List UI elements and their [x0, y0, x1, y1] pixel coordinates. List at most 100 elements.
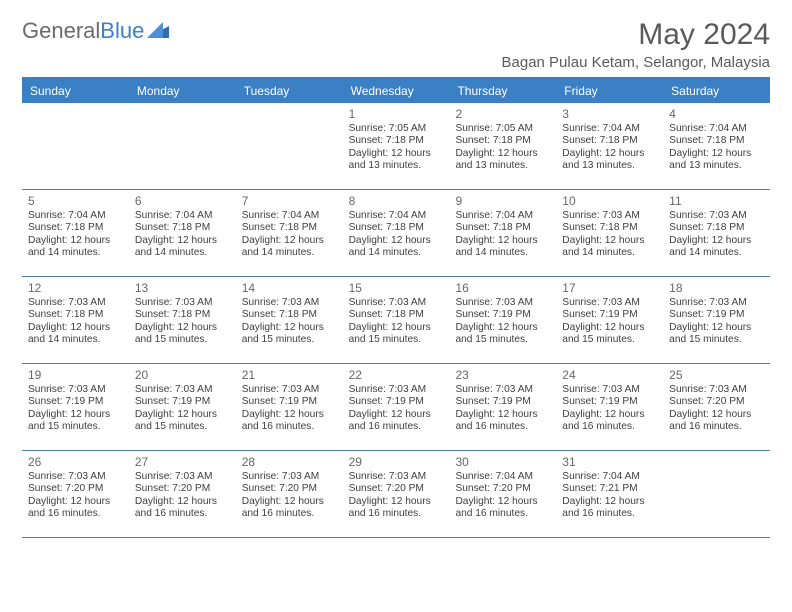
day-detail: Sunrise: 7:03 AMSunset: 7:18 PMDaylight:… — [669, 210, 764, 260]
calendar-cell: 5 Sunrise: 7:04 AMSunset: 7:18 PMDaylight… — [22, 190, 129, 276]
day-number: 28 — [242, 455, 337, 469]
day-detail: Sunrise: 7:03 AMSunset: 7:19 PMDaylight:… — [242, 384, 337, 434]
sunset-text: Sunset: 7:21 PM — [562, 483, 657, 495]
daylight-text: Daylight: 12 hours and 16 minutes. — [669, 409, 764, 434]
sunrise-text: Sunrise: 7:04 AM — [455, 210, 550, 222]
day-number: 29 — [349, 455, 444, 469]
day-label: Friday — [556, 79, 663, 103]
sunrise-text: Sunrise: 7:04 AM — [562, 471, 657, 483]
daylight-text: Daylight: 12 hours and 16 minutes. — [349, 496, 444, 521]
day-detail: Sunrise: 7:03 AMSunset: 7:18 PMDaylight:… — [349, 297, 444, 347]
day-detail: Sunrise: 7:04 AMSunset: 7:18 PMDaylight:… — [28, 210, 123, 260]
sunrise-text: Sunrise: 7:04 AM — [455, 471, 550, 483]
calendar-cell: 25Sunrise: 7:03 AMSunset: 7:20 PMDayligh… — [663, 364, 770, 450]
calendar-cell: 29 Sunrise: 7:03 AMSunset: 7:20 PMDayligh… — [343, 451, 450, 537]
sunset-text: Sunset: 7:19 PM — [28, 396, 123, 408]
day-header-row: Sunday Monday Tuesday Wednesday Thursday… — [22, 79, 770, 103]
calendar-cell: 16Sunrise: 7:03 AMSunset: 7:19 PMDayligh… — [449, 277, 556, 363]
day-number: 12 — [28, 281, 123, 295]
day-detail: Sunrise: 7:03 AMSunset: 7:19 PMDaylight:… — [562, 297, 657, 347]
day-detail: Sunrise: 7:04 AMSunset: 7:18 PMDaylight:… — [135, 210, 230, 260]
day-number: 22 — [349, 368, 444, 382]
day-number: 20 — [135, 368, 230, 382]
calendar-cell: 12Sunrise: 7:03 AMSunset: 7:18 PMDayligh… — [22, 277, 129, 363]
daylight-text: Daylight: 12 hours and 14 minutes. — [455, 235, 550, 260]
day-detail: Sunrise: 7:03 AMSunset: 7:20 PMDaylight:… — [28, 471, 123, 521]
daylight-text: Daylight: 12 hours and 16 minutes. — [455, 496, 550, 521]
calendar-cell: 19Sunrise: 7:03 AMSunset: 7:19 PMDayligh… — [22, 364, 129, 450]
day-number: 30 — [455, 455, 550, 469]
day-detail: Sunrise: 7:05 AMSunset: 7:18 PMDaylight:… — [455, 123, 550, 173]
daylight-text: Daylight: 12 hours and 15 minutes. — [669, 322, 764, 347]
day-detail: Sunrise: 7:04 AMSunset: 7:18 PMDaylight:… — [349, 210, 444, 260]
month-title: May 2024 — [502, 18, 771, 52]
day-number: 26 — [28, 455, 123, 469]
calendar-cell — [22, 103, 129, 189]
day-number: 6 — [135, 194, 230, 208]
daylight-text: Daylight: 12 hours and 14 minutes. — [135, 235, 230, 260]
day-label: Wednesday — [343, 79, 450, 103]
week-row: 5Sunrise: 7:04 AMSunset: 7:18 PMDaylight… — [22, 190, 770, 277]
sunset-text: Sunset: 7:18 PM — [669, 135, 764, 147]
sunrise-text: Sunrise: 7:03 AM — [28, 297, 123, 309]
daylight-text: Daylight: 12 hours and 14 minutes. — [28, 235, 123, 260]
sunrise-text: Sunrise: 7:04 AM — [135, 210, 230, 222]
week-row: 1Sunrise: 7:05 AMSunset: 7:18 PMDaylight… — [22, 103, 770, 190]
weeks-container: 1Sunrise: 7:05 AMSunset: 7:18 PMDaylight… — [22, 103, 770, 538]
day-detail: Sunrise: 7:03 AMSunset: 7:20 PMDaylight:… — [242, 471, 337, 521]
location-text: Bagan Pulau Ketam, Selangor, Malaysia — [502, 54, 771, 71]
sunrise-text: Sunrise: 7:03 AM — [349, 384, 444, 396]
day-number: 1 — [349, 107, 444, 121]
daylight-text: Daylight: 12 hours and 15 minutes. — [135, 322, 230, 347]
sunset-text: Sunset: 7:20 PM — [242, 483, 337, 495]
day-detail: Sunrise: 7:03 AMSunset: 7:19 PMDaylight:… — [135, 384, 230, 434]
day-detail: Sunrise: 7:03 AMSunset: 7:19 PMDaylight:… — [562, 384, 657, 434]
sunset-text: Sunset: 7:18 PM — [455, 222, 550, 234]
calendar-cell: 27Sunrise: 7:03 AMSunset: 7:20 PMDayligh… — [129, 451, 236, 537]
day-number: 15 — [349, 281, 444, 295]
sunrise-text: Sunrise: 7:03 AM — [242, 384, 337, 396]
calendar-cell: 18Sunrise: 7:03 AMSunset: 7:19 PMDayligh… — [663, 277, 770, 363]
logo-text-general: General — [22, 18, 100, 44]
sunset-text: Sunset: 7:19 PM — [242, 396, 337, 408]
day-number: 27 — [135, 455, 230, 469]
day-detail: Sunrise: 7:04 AMSunset: 7:21 PMDaylight:… — [562, 471, 657, 521]
day-detail: Sunrise: 7:04 AMSunset: 7:18 PMDaylight:… — [242, 210, 337, 260]
week-row: 19Sunrise: 7:03 AMSunset: 7:19 PMDayligh… — [22, 364, 770, 451]
sunset-text: Sunset: 7:18 PM — [562, 222, 657, 234]
daylight-text: Daylight: 12 hours and 16 minutes. — [455, 409, 550, 434]
sunrise-text: Sunrise: 7:03 AM — [669, 210, 764, 222]
day-number: 17 — [562, 281, 657, 295]
sunrise-text: Sunrise: 7:03 AM — [28, 384, 123, 396]
day-number: 19 — [28, 368, 123, 382]
day-number: 5 — [28, 194, 123, 208]
calendar-cell: 15 Sunrise: 7:03 AMSunset: 7:18 PMDayligh… — [343, 277, 450, 363]
day-label: Sunday — [22, 79, 129, 103]
sunset-text: Sunset: 7:18 PM — [349, 135, 444, 147]
day-detail: Sunrise: 7:03 AMSunset: 7:20 PMDaylight:… — [669, 384, 764, 434]
sunset-text: Sunset: 7:19 PM — [562, 309, 657, 321]
calendar-cell — [236, 103, 343, 189]
calendar-cell: 24Sunrise: 7:03 AMSunset: 7:19 PMDayligh… — [556, 364, 663, 450]
sunset-text: Sunset: 7:19 PM — [135, 396, 230, 408]
day-number: 14 — [242, 281, 337, 295]
calendar-cell: 4Sunrise: 7:04 AMSunset: 7:18 PMDaylight… — [663, 103, 770, 189]
day-number: 10 — [562, 194, 657, 208]
calendar-cell: 30 Sunrise: 7:04 AMSunset: 7:20 PMDayligh… — [449, 451, 556, 537]
day-label: Tuesday — [236, 79, 343, 103]
calendar-cell: 8Sunrise: 7:04 AMSunset: 7:18 PMDaylight… — [343, 190, 450, 276]
day-detail: Sunrise: 7:03 AMSunset: 7:20 PMDaylight:… — [349, 471, 444, 521]
calendar-cell: 2Sunrise: 7:05 AMSunset: 7:18 PMDaylight… — [449, 103, 556, 189]
sunrise-text: Sunrise: 7:03 AM — [455, 384, 550, 396]
sunset-text: Sunset: 7:19 PM — [349, 396, 444, 408]
sunset-text: Sunset: 7:20 PM — [455, 483, 550, 495]
day-number: 4 — [669, 107, 764, 121]
daylight-text: Daylight: 12 hours and 13 minutes. — [562, 148, 657, 173]
sunrise-text: Sunrise: 7:04 AM — [28, 210, 123, 222]
day-number: 31 — [562, 455, 657, 469]
sunrise-text: Sunrise: 7:03 AM — [349, 471, 444, 483]
day-detail: Sunrise: 7:03 AMSunset: 7:19 PMDaylight:… — [455, 384, 550, 434]
sunrise-text: Sunrise: 7:05 AM — [455, 123, 550, 135]
sunset-text: Sunset: 7:20 PM — [28, 483, 123, 495]
calendar-cell: 10Sunrise: 7:03 AMSunset: 7:18 PMDayligh… — [556, 190, 663, 276]
